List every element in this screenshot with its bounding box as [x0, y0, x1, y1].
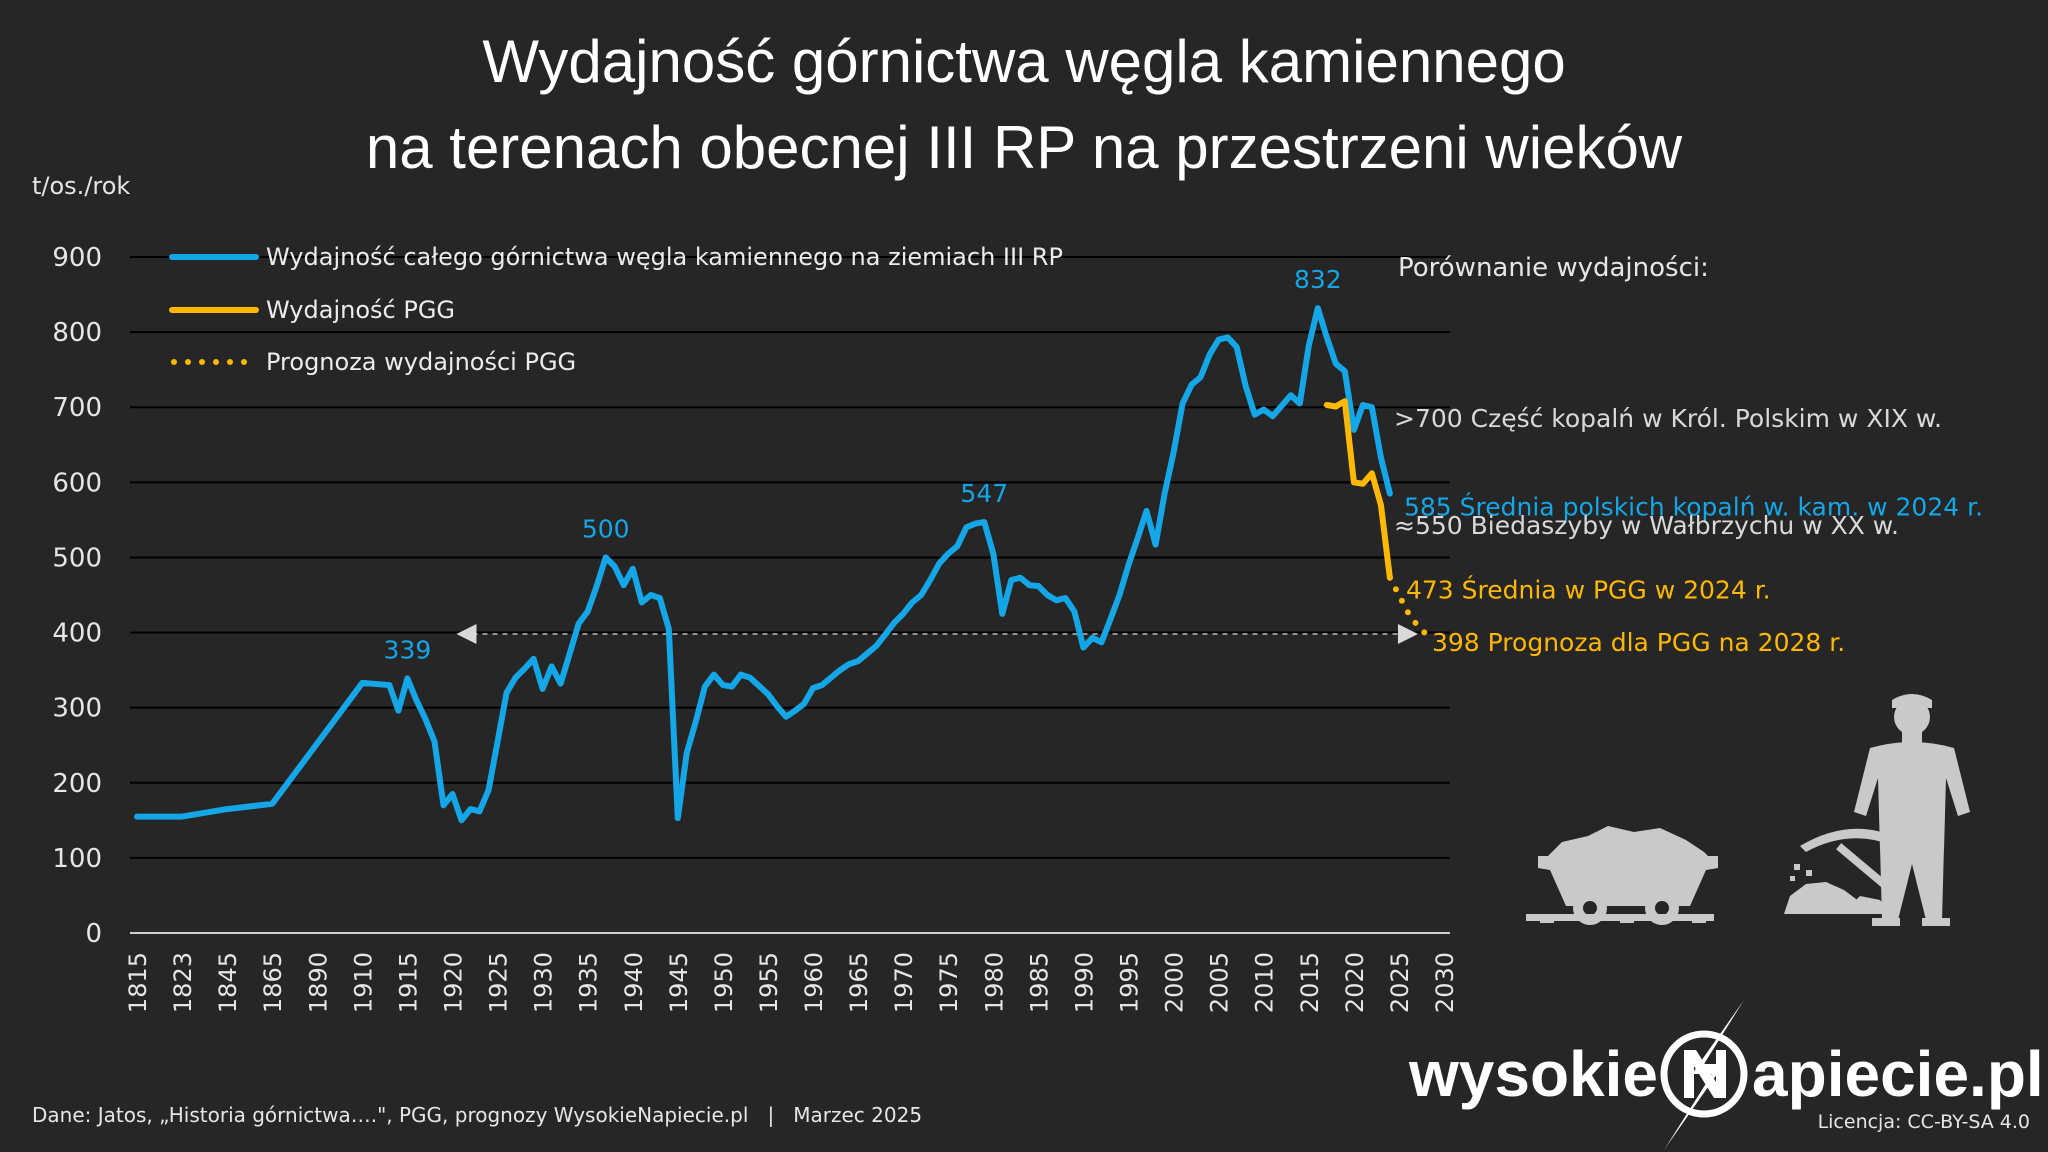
y-tick-label: 700	[52, 393, 102, 423]
x-tick-label: 1985	[1025, 952, 1053, 1013]
peak-label: 547	[960, 479, 1008, 508]
x-tick-label: 1823	[169, 952, 197, 1013]
reference-line-398	[456, 624, 1418, 645]
arrow-right-icon	[1397, 624, 1418, 645]
arrow-left-icon	[456, 624, 477, 645]
comparison-item: 473 Średnia w PGG w 2024 r.	[1406, 575, 1771, 605]
comparison-list: >700 Część kopalń w Król. Polskim w XIX …	[1394, 404, 1983, 657]
x-tick-labels: 1815 1823 1845 1865 1890 1910 1915 1920 1925 1930…	[124, 952, 1459, 1013]
x-tick-label: 1935	[575, 952, 603, 1013]
peak-label: 339	[384, 635, 432, 664]
miner-icon	[1784, 694, 1970, 926]
comparison-item: >700 Część kopalń w Król. Polskim w XIX …	[1394, 404, 1942, 433]
y-tick-label: 900	[52, 243, 102, 273]
x-tick-label: 1915	[394, 952, 422, 1013]
peak-labels: 339 500 547 832	[384, 265, 1342, 664]
x-tick-label: 1990	[1070, 952, 1098, 1013]
x-tick-label: 1815	[124, 952, 152, 1013]
source-note: Dane: Jatos, „Historia górnictwa….", PGG…	[32, 1103, 922, 1127]
x-tick-label: 1950	[710, 952, 738, 1013]
peak-label: 832	[1294, 265, 1342, 294]
y-axis-label: t/os./rok	[32, 172, 130, 200]
series-line-1	[1323, 398, 1393, 581]
comparison-item: 585 Średnia polskich kopalń w. kam. w 20…	[1404, 492, 1983, 522]
legend-label-forecast: Prognoza wydajności PGG	[266, 348, 576, 376]
x-tick-label: 2000	[1161, 952, 1189, 1013]
y-tick-label: 600	[52, 468, 102, 498]
x-tick-label: 1975	[935, 952, 963, 1013]
brand-text-right: apiecie.pl	[1752, 1038, 2044, 1110]
x-tick-label: 1970	[890, 952, 918, 1013]
comparison-item: 398 Prognoza dla PGG na 2028 r.	[1432, 628, 1845, 657]
x-tick-label: 2020	[1341, 952, 1369, 1013]
legend-label-pgg: Wydajność PGG	[266, 296, 455, 324]
x-tick-label: 1980	[980, 952, 1008, 1013]
brand-text-left: wysokie	[1408, 1038, 1658, 1110]
series-line-0	[134, 305, 1393, 824]
x-tick-label: 1960	[800, 952, 828, 1013]
x-tick-label: 1945	[665, 952, 693, 1013]
y-tick-label: 100	[52, 844, 102, 874]
x-tick-label: 1955	[755, 952, 783, 1013]
x-tick-label: 2030	[1431, 952, 1459, 1013]
license-note: Licencja: CC-BY-SA 4.0	[1818, 1111, 2030, 1133]
y-tick-label: 200	[52, 769, 102, 799]
y-tick-label: 800	[52, 318, 102, 348]
x-tick-label: 2005	[1206, 952, 1234, 1013]
coal-cart-icon	[1526, 826, 1718, 925]
chart-title-line-1: Wydajność górnictwa węgla kamiennego	[482, 28, 1565, 95]
comparison-item: ≈550 Biedaszyby w Wałbrzychu w XX w.	[1394, 511, 1899, 540]
x-tick-label: 1920	[439, 952, 467, 1013]
x-tick-label: 1940	[620, 952, 648, 1013]
grid-lines	[130, 256, 1450, 934]
x-tick-label: 2015	[1296, 952, 1324, 1013]
y-tick-label: 500	[52, 543, 102, 573]
chart-title-line-2: na terenach obecnej III RP na przestrzen…	[366, 114, 1683, 181]
y-tick-labels: 0 100 200 300 400 500 600 700 800 900	[52, 243, 102, 949]
legend: Wydajność całego górnictwa węgla kamienn…	[169, 243, 1063, 376]
series-line-2	[1386, 574, 1429, 638]
x-tick-label: 1910	[349, 952, 377, 1013]
brand-logo: wysokie apiecie.pl	[1408, 1000, 2044, 1150]
y-tick-label: 300	[52, 694, 102, 724]
x-tick-label: 1930	[530, 952, 558, 1013]
x-tick-label: 2010	[1251, 952, 1279, 1013]
peak-label: 500	[582, 514, 630, 543]
legend-label-total: Wydajność całego górnictwa węgla kamienn…	[266, 243, 1063, 271]
y-tick-label: 0	[85, 919, 102, 949]
x-tick-label: 1890	[304, 952, 332, 1013]
comparison-heading: Porównanie wydajności:	[1398, 253, 1709, 283]
series-lines	[134, 305, 1429, 824]
x-tick-label: 1845	[214, 952, 242, 1013]
x-tick-label: 1925	[485, 952, 513, 1013]
x-tick-label: 2025	[1386, 952, 1414, 1013]
x-tick-label: 1865	[259, 952, 287, 1013]
y-tick-label: 400	[52, 619, 102, 649]
x-tick-label: 1995	[1116, 952, 1144, 1013]
x-tick-label: 1965	[845, 952, 873, 1013]
